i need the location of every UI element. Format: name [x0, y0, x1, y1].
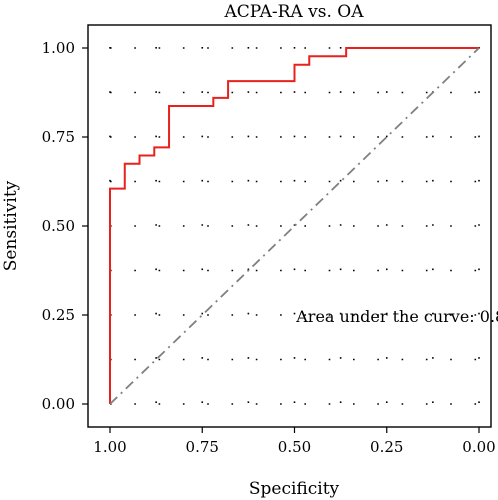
x-tick-label: 0.25 [370, 438, 403, 456]
chart-title: ACPA-RA vs. OA [223, 2, 364, 22]
reference-diagonal-line [109, 47, 480, 405]
x-tick-label: 1.00 [93, 438, 126, 456]
grid [89, 26, 490, 426]
x-tick-label: 0.75 [186, 438, 219, 456]
y-tick-label: 0.50 [42, 217, 75, 235]
y-tick-label: 0.75 [42, 128, 75, 146]
roc-curve-line [109, 47, 479, 404]
y-axis-title: Sensitivity [1, 180, 21, 271]
x-axis-title: Specificity [249, 479, 340, 499]
x-axis-ticks: 1.00 0.75 0.50 0.25 0.00 [93, 427, 496, 456]
y-tick-label: 0.25 [42, 306, 75, 324]
y-tick-label: 0.00 [42, 395, 75, 413]
y-axis-ticks: 0.00 0.25 0.50 0.75 1.00 [42, 39, 88, 413]
plot-lines [109, 47, 480, 405]
x-tick-label: 0.50 [278, 438, 311, 456]
x-tick-label: 0.00 [462, 438, 495, 456]
y-tick-label: 1.00 [42, 39, 75, 57]
auc-annotation: Area under the curve: 0.8985 [295, 307, 498, 326]
